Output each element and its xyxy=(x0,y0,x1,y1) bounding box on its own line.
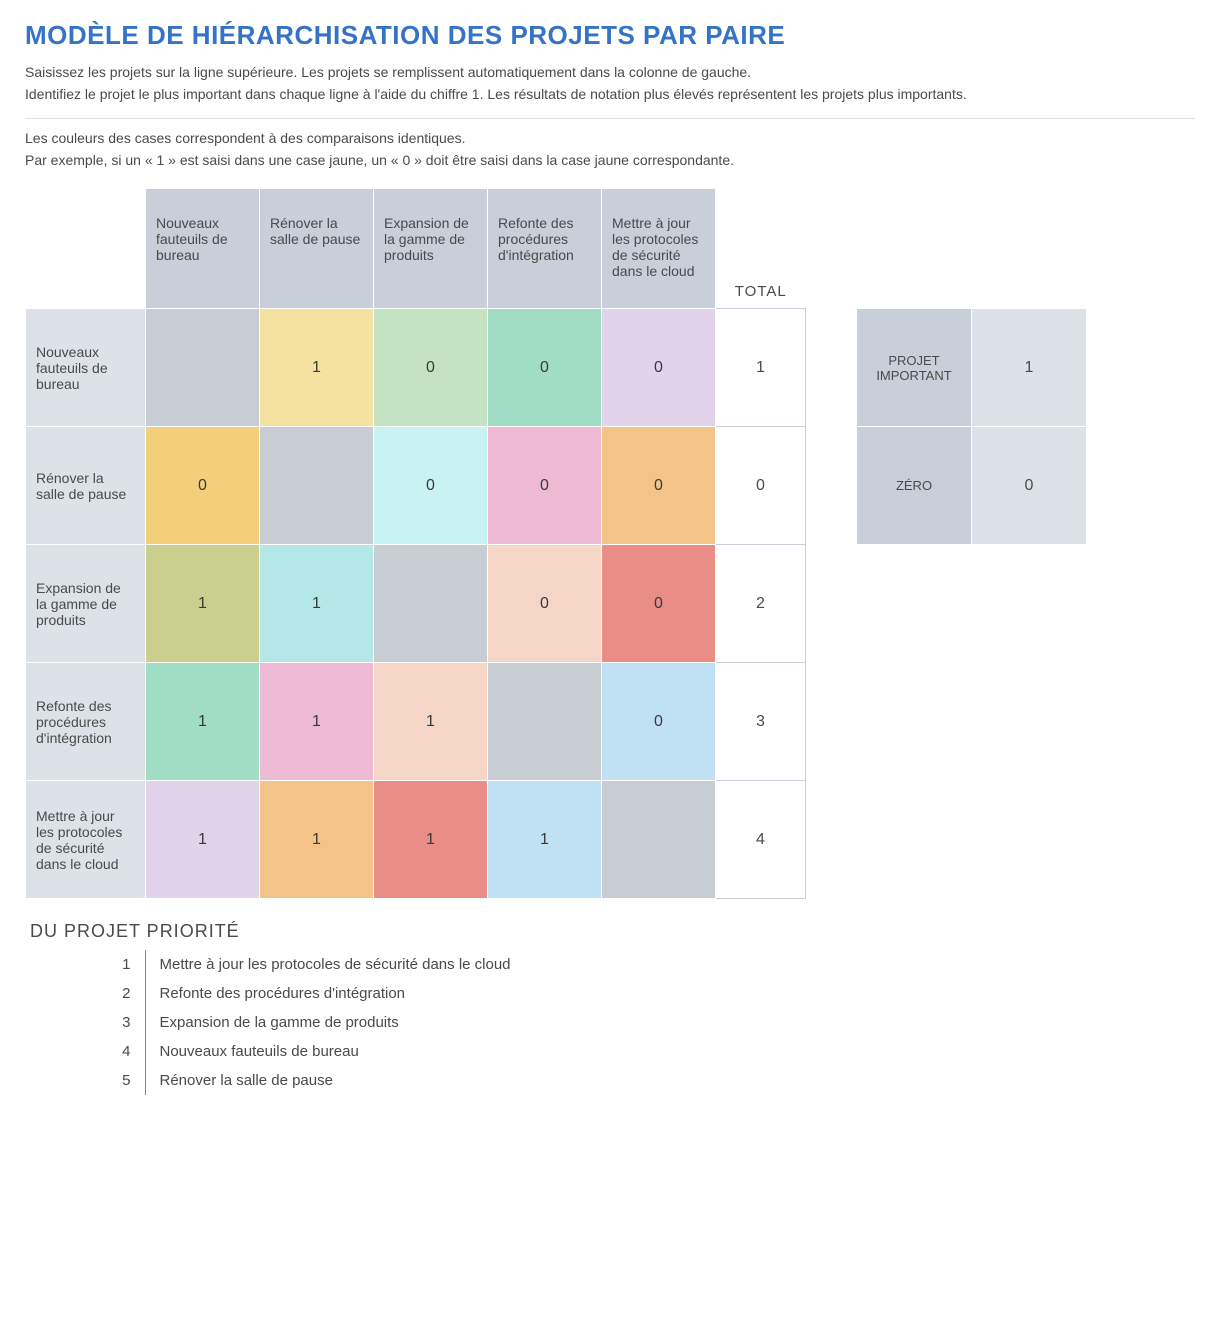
column-header: Nouveaux fauteuils de bureau xyxy=(146,189,260,309)
matrix-cell[interactable]: 1 xyxy=(146,781,260,899)
total-cell: 2 xyxy=(716,545,806,663)
priority-rank: 4 xyxy=(95,1037,145,1066)
important-value: 1 xyxy=(972,309,1087,427)
matrix-cell[interactable]: 0 xyxy=(488,427,602,545)
important-label: PROJET IMPORTANT xyxy=(857,309,972,427)
row-header: Expansion de la gamme de produits xyxy=(26,545,146,663)
row-header: Rénover la salle de pause xyxy=(26,427,146,545)
legend-line-2: Par exemple, si un « 1 » est saisi dans … xyxy=(25,151,1195,171)
matrix-cell[interactable] xyxy=(488,663,602,781)
matrix-cell[interactable] xyxy=(260,427,374,545)
total-cell: 1 xyxy=(716,309,806,427)
matrix-cell[interactable]: 1 xyxy=(146,663,260,781)
priority-name: Nouveaux fauteuils de bureau xyxy=(145,1037,525,1066)
priority-name: Rénover la salle de pause xyxy=(145,1066,525,1095)
intro-line-2: Identifiez le projet le plus important d… xyxy=(25,85,1195,105)
legend-line-1: Les couleurs des cases correspondent à d… xyxy=(25,129,1195,149)
priority-list: 1Mettre à jour les protocoles de sécurit… xyxy=(95,950,525,1095)
zero-label: ZÉRO xyxy=(857,427,972,545)
matrix-cell[interactable] xyxy=(146,309,260,427)
row-header: Refonte des procédures d'intégration xyxy=(26,663,146,781)
priority-title: DU PROJET PRIORITÉ xyxy=(30,921,1195,942)
divider xyxy=(25,118,1195,119)
legend-text: Les couleurs des cases correspondent à d… xyxy=(25,129,1195,170)
intro-line-1: Saisissez les projets sur la ligne supér… xyxy=(25,63,1195,83)
total-header: TOTAL xyxy=(716,189,806,309)
matrix-cell[interactable]: 0 xyxy=(488,545,602,663)
column-header: Mettre à jour les protocoles de sécurité… xyxy=(602,189,716,309)
matrix-cell[interactable]: 1 xyxy=(260,663,374,781)
priority-name: Refonte des procédures d'intégration xyxy=(145,979,525,1008)
matrix-cell[interactable]: 0 xyxy=(374,309,488,427)
matrix-cell[interactable]: 1 xyxy=(260,309,374,427)
intro-text: Saisissez les projets sur la ligne supér… xyxy=(25,63,1195,104)
column-header: Refonte des procédures d'intégration xyxy=(488,189,602,309)
page-title: MODÈLE DE HIÉRARCHISATION DES PROJETS PA… xyxy=(25,20,1195,51)
column-header: Expansion de la gamme de produits xyxy=(374,189,488,309)
priority-name: Expansion de la gamme de produits xyxy=(145,1008,525,1037)
matrix-cell[interactable]: 0 xyxy=(602,427,716,545)
matrix-cell[interactable] xyxy=(602,781,716,899)
total-cell: 0 xyxy=(716,427,806,545)
matrix-cell[interactable]: 0 xyxy=(488,309,602,427)
matrix-cell[interactable]: 0 xyxy=(146,427,260,545)
matrix-cell[interactable]: 1 xyxy=(488,781,602,899)
side-summary: PROJET IMPORTANT 1 ZÉRO 0 xyxy=(856,308,1087,545)
priority-rank: 5 xyxy=(95,1066,145,1095)
matrix-cell[interactable]: 1 xyxy=(260,781,374,899)
total-cell: 3 xyxy=(716,663,806,781)
priority-rank: 3 xyxy=(95,1008,145,1037)
matrix-cell[interactable]: 0 xyxy=(602,545,716,663)
priority-rank: 1 xyxy=(95,950,145,979)
matrix-cell[interactable]: 1 xyxy=(374,781,488,899)
zero-value: 0 xyxy=(972,427,1087,545)
row-header: Nouveaux fauteuils de bureau xyxy=(26,309,146,427)
matrix-cell[interactable]: 0 xyxy=(602,309,716,427)
matrix-cell[interactable]: 1 xyxy=(374,663,488,781)
matrix-cell[interactable] xyxy=(374,545,488,663)
comparison-matrix: Nouveaux fauteuils de bureauRénover la s… xyxy=(25,188,806,899)
row-header: Mettre à jour les protocoles de sécurité… xyxy=(26,781,146,899)
matrix-cell[interactable]: 1 xyxy=(260,545,374,663)
matrix-cell[interactable]: 0 xyxy=(374,427,488,545)
total-cell: 4 xyxy=(716,781,806,899)
column-header: Rénover la salle de pause xyxy=(260,189,374,309)
matrix-cell[interactable]: 0 xyxy=(602,663,716,781)
priority-rank: 2 xyxy=(95,979,145,1008)
priority-name: Mettre à jour les protocoles de sécurité… xyxy=(145,950,525,979)
matrix-cell[interactable]: 1 xyxy=(146,545,260,663)
